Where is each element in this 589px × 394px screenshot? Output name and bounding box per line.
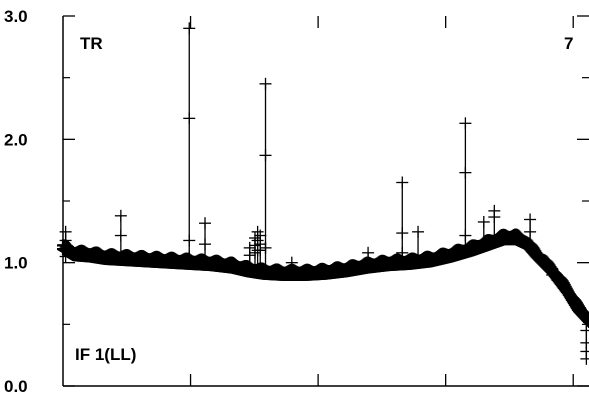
data-point (248, 246, 261, 259)
plot-frame (62, 16, 589, 387)
annotation-top-left: TR (80, 34, 103, 53)
data-point (459, 117, 472, 130)
data-point (254, 244, 267, 257)
data-point (114, 209, 127, 222)
y-ticks (63, 15, 589, 387)
data-point (580, 352, 589, 365)
data-point (524, 225, 537, 238)
data-marks (57, 22, 589, 365)
data-point (285, 256, 298, 269)
data-point (259, 241, 272, 254)
x-ticks (189, 16, 574, 386)
data-point (259, 77, 272, 90)
data-point (396, 227, 409, 240)
data-point (580, 345, 589, 358)
data-point (243, 249, 256, 262)
y-tick-label: 0.0 (4, 377, 28, 394)
data-point (488, 211, 501, 224)
data-point (114, 229, 127, 242)
data-point (59, 250, 72, 263)
y-tick-label: 3.0 (4, 7, 28, 26)
data-point (477, 215, 490, 228)
y-tick-labels: 3.0 2.0 1.0 0.0 (4, 7, 28, 394)
data-point (580, 324, 589, 337)
y-tick-label: 2.0 (4, 130, 28, 149)
data-point (524, 213, 537, 226)
data-point (362, 246, 375, 259)
data-point (199, 238, 212, 251)
data-point (183, 250, 196, 263)
data-point (183, 22, 196, 35)
annotation-bottom-left: IF 1(LL) (75, 345, 136, 364)
data-point (183, 234, 196, 247)
data-point (412, 225, 425, 238)
data-point (183, 112, 196, 125)
data-point (199, 217, 212, 230)
data-point (546, 269, 559, 281)
y-tick-label: 1.0 (4, 254, 28, 273)
data-point (396, 246, 409, 259)
data-point (459, 166, 472, 179)
data-point (583, 311, 589, 324)
data-point (580, 336, 589, 349)
data-point (459, 229, 472, 242)
data-point (583, 315, 589, 328)
data-point (259, 149, 272, 162)
data-point (396, 176, 409, 189)
annotation-top-right: 7 (564, 34, 573, 53)
